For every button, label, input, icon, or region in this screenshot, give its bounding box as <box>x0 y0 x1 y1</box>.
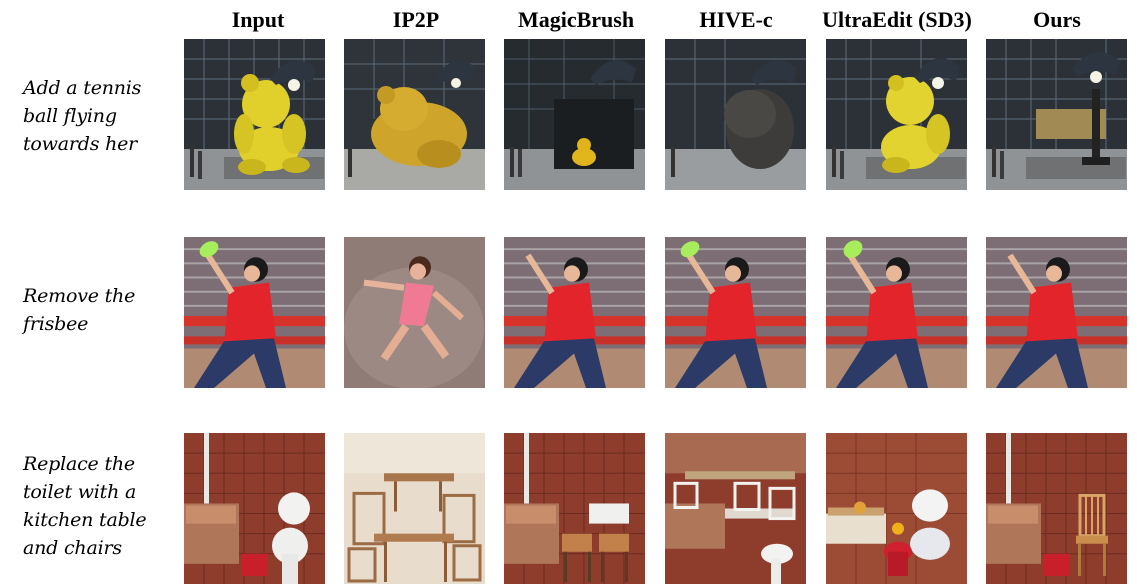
image-ip2p-frisbee-player <box>344 237 485 388</box>
image-magicbrush-kitchen <box>504 433 645 584</box>
image-hive-c-kitchen <box>665 433 806 584</box>
prompt-line: kitchen table <box>23 509 147 531</box>
column-header-ultraedit-sd3: UltraEdit (SD3) <box>822 7 972 32</box>
image-input-bathroom <box>184 433 325 584</box>
prompt-line: toilet with a <box>23 481 137 503</box>
column-header-input: Input <box>231 7 285 32</box>
prompt-line: ball flying <box>23 105 117 127</box>
column-header-magicbrush: MagicBrush <box>517 7 635 32</box>
prompt-line: towards her <box>23 133 138 155</box>
row-prompt-kitchen: Replace the toilet with a kitchen table … <box>23 450 173 562</box>
prompt-line: frisbee <box>23 313 89 335</box>
image-input-frisbee-player <box>184 237 325 388</box>
image-hive-c-frisbee-player <box>665 237 806 388</box>
row-prompt-tennis: Add a tennis ball flying towards her <box>23 74 173 158</box>
image-ultraedit-kitchen <box>826 433 967 584</box>
image-magicbrush-teddy-bear <box>504 39 645 190</box>
image-ours-frisbee-player <box>986 237 1127 388</box>
image-ip2p-teddy-bear <box>344 39 485 190</box>
image-hive-c-teddy-bear <box>665 39 806 190</box>
column-header-ip2p: IP2P <box>392 7 440 32</box>
image-ours-teddy-bear <box>986 39 1127 190</box>
prompt-line: Replace the <box>23 453 135 475</box>
image-ultraedit-teddy-bear <box>826 39 967 190</box>
column-header-ours: Ours <box>1033 7 1081 32</box>
prompt-line: Add a tennis <box>23 77 142 99</box>
prompt-line: and chairs <box>23 537 122 559</box>
image-ip2p-kitchen <box>344 433 485 584</box>
image-input-teddy-bear <box>184 39 325 190</box>
image-magicbrush-frisbee-player <box>504 237 645 388</box>
prompt-line: Remove the <box>23 285 136 307</box>
image-ultraedit-frisbee-player <box>826 237 967 388</box>
column-header-hive-c: HIVE-c <box>699 7 773 32</box>
image-ours-kitchen <box>986 433 1127 584</box>
row-prompt-frisbee: Remove the frisbee <box>23 282 173 338</box>
